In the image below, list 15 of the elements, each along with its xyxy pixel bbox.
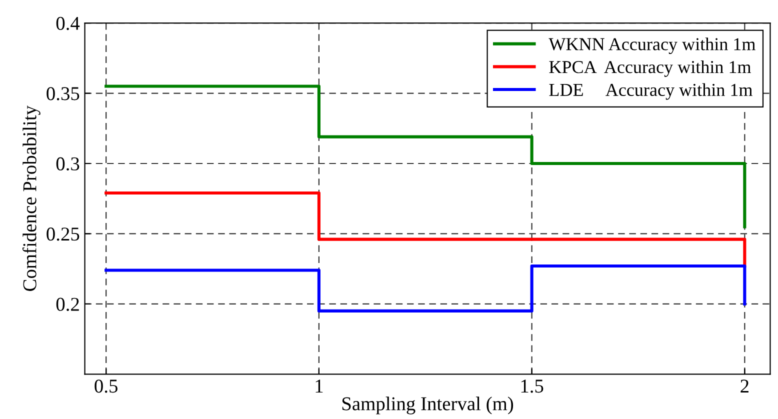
y-tick-label: 0.25 xyxy=(46,228,80,241)
x-tick-label: 2 xyxy=(740,380,748,393)
line-series xyxy=(104,264,746,312)
y-tick-label: 0.2 xyxy=(56,298,79,311)
y-tick-label: 0.3 xyxy=(56,157,80,171)
y-axis-title: Comfidence Probability xyxy=(22,106,40,291)
y-tick-label: 0.35 xyxy=(46,87,80,100)
legend-label: KPCA Accuracy within 1m xyxy=(549,60,752,77)
x-tick-label: 1.5 xyxy=(521,380,544,393)
legend-label: LDE Accuracy within 1m xyxy=(549,83,752,100)
x-tick-label: 1 xyxy=(316,380,323,393)
y-tick-label: 0.4 xyxy=(56,16,80,30)
x-axis-title: Sampling Interval (m) xyxy=(342,396,514,414)
legend-label: WKNN Accuracy within 1m xyxy=(548,38,756,54)
x-tick-label: 0.5 xyxy=(94,380,118,393)
